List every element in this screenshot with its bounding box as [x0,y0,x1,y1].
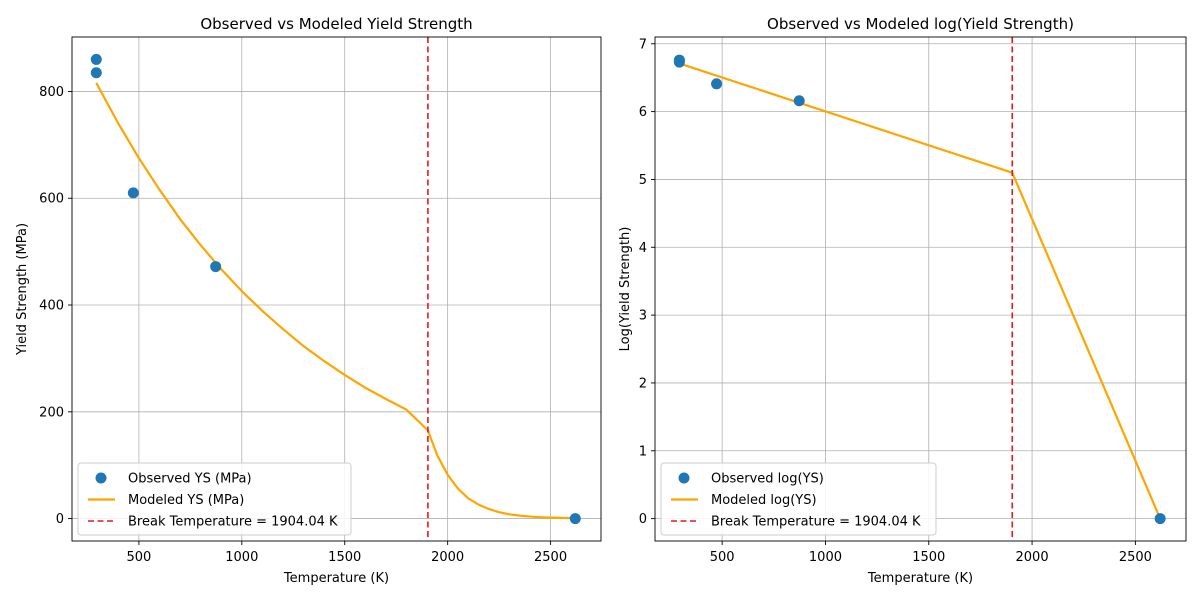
legend-label: Observed YS (MPa) [128,472,252,487]
plot-area [95,37,576,541]
observed-point [127,187,139,199]
legend-label: Modeled log(YS) [711,493,817,508]
y-tick-label: 2 [639,376,647,391]
x-tick-label: 1000 [809,550,842,565]
observed-point [711,78,723,90]
observed-point [673,56,685,68]
y-tick-label: 3 [639,309,647,324]
legend-label: Break Temperature = 1904.04 K [128,515,338,530]
x-tick-label: 2000 [431,550,464,565]
modeled-series-line [95,82,576,520]
x-tick-label: 1500 [328,550,361,565]
y-axis-label: Log(Yield Strength) [618,227,633,352]
y-tick-label: 0 [639,512,647,527]
observed-point [793,95,805,107]
x-tick-label: 1500 [912,550,945,565]
x-tick-label: 500 [126,550,151,565]
legend-marker-observed [95,472,107,484]
y-tick-label: 0 [56,512,64,527]
observed-point [90,67,102,79]
observed-point [210,261,222,273]
chart-title: Observed vs Modeled Yield Strength [200,15,472,33]
x-axis-label: Temperature (K) [867,571,973,586]
chart-log-yield-strength: 500 1000 1500 2000 2500 0 1 2 3 4 5 6 7 Observed vs M… [618,15,1187,586]
x-tick-label: 2500 [534,550,567,565]
observed-point [569,513,581,525]
y-tick-label: 6 [639,105,647,120]
observed-point [1154,513,1166,525]
legend-label: Modeled YS (MPa) [128,493,244,508]
y-tick-label: 600 [39,192,64,207]
y-tick-label: 7 [639,37,647,52]
modeled-series-line [679,62,1162,520]
axes-frame [71,36,602,542]
observed-point [90,53,102,65]
x-tick-label: 500 [710,550,735,565]
axes-frame [654,36,1187,542]
legend: Observed YS (MPa) Modeled YS (MPa) Break T… [77,462,352,536]
legend-label: Break Temperature = 1904.04 K [711,515,921,530]
chart-title: Observed vs Modeled log(Yield Strength) [767,15,1074,33]
y-tick-label: 400 [39,299,64,314]
x-tick-label: 2500 [1119,550,1152,565]
y-tick-label: 5 [639,173,647,188]
legend-box [660,462,937,536]
x-axis-label: Temperature (K) [283,571,389,586]
y-tick-label: 1 [639,444,647,459]
y-tick-label: 4 [639,241,647,256]
x-tick-label: 2000 [1016,550,1049,565]
chart-yield-strength: 500 1000 1500 2000 2500 0 200 400 600 800 Observed… [15,15,602,586]
legend-label: Observed log(YS) [711,472,824,487]
legend-marker-observed [678,472,690,484]
y-axis-label: Yield Strength (MPa) [15,223,30,356]
legend: Observed log(YS) Modeled log(YS) Break Tem… [660,462,937,536]
y-tick-label: 800 [39,85,64,100]
plot-area [679,37,1162,541]
y-tick-label: 200 [39,405,64,420]
legend-box [77,462,352,536]
x-tick-label: 1000 [225,550,258,565]
